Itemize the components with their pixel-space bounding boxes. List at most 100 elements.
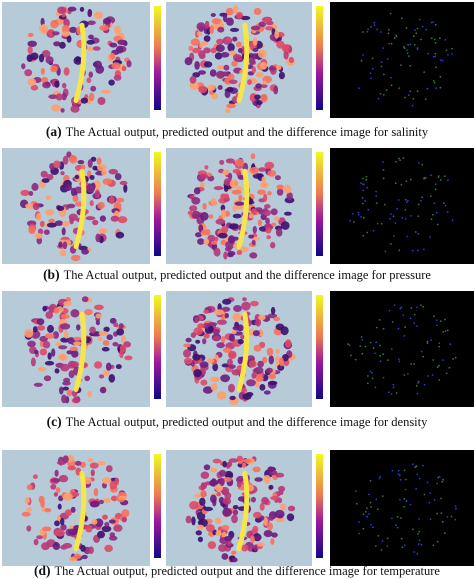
- heat-blob: [25, 203, 35, 209]
- heat-blob: [246, 379, 256, 387]
- heat-blob: [213, 186, 224, 191]
- heat-blob: [225, 107, 231, 114]
- difference-dot: [388, 391, 390, 394]
- difference-dot: [361, 197, 364, 199]
- heat-blob: [120, 335, 127, 344]
- heat-blob: [227, 253, 234, 258]
- difference-dot: [401, 217, 404, 219]
- heat-blob: [246, 355, 255, 362]
- heat-blob: [113, 524, 123, 532]
- heat-blob: [54, 368, 60, 374]
- difference-dot: [434, 55, 437, 58]
- heat-blob: [267, 522, 273, 531]
- colorbar: [154, 152, 161, 256]
- heat-blob: [115, 231, 125, 239]
- difference-dot: [391, 469, 394, 472]
- difference-dot: [359, 345, 362, 347]
- difference-dot: [401, 546, 404, 549]
- difference-dot: [351, 213, 354, 215]
- difference-dot: [393, 235, 395, 237]
- heat-blob: [101, 89, 111, 94]
- difference-dot: [421, 163, 424, 166]
- difference-dot: [358, 87, 360, 90]
- difference-dot: [435, 87, 438, 89]
- difference-dot: [391, 517, 393, 520]
- difference-dot: [432, 55, 435, 58]
- heat-blob: [232, 36, 238, 42]
- heat-blob: [72, 195, 79, 202]
- heat-blob: [218, 232, 228, 239]
- heat-blob: [60, 323, 71, 330]
- heat-blob: [61, 394, 67, 404]
- difference-dot: [440, 512, 443, 514]
- difference-dot: [357, 213, 360, 216]
- heat-blob: [51, 348, 56, 357]
- heat-blob: [242, 297, 247, 302]
- heat-blob: [253, 535, 262, 540]
- difference-dot: [415, 488, 417, 490]
- heat-blob: [92, 46, 101, 51]
- heat-blob: [248, 234, 255, 239]
- difference-dot: [417, 249, 419, 252]
- panel-label: (d): [34, 563, 51, 578]
- difference-dot: [414, 466, 417, 469]
- heat-blob: [97, 164, 107, 172]
- heat-blob: [41, 50, 51, 58]
- heat-blob: [106, 465, 113, 473]
- difference-dot: [439, 179, 442, 181]
- difference-dot: [442, 331, 445, 333]
- difference-dot: [431, 374, 434, 376]
- difference-dot: [445, 49, 448, 52]
- heat-blob: [104, 522, 110, 527]
- heat-blob: [95, 320, 100, 326]
- heat-blob: [37, 228, 44, 235]
- heat-blob: [203, 61, 213, 68]
- difference-dot: [380, 549, 383, 551]
- difference-dot: [362, 527, 365, 530]
- heat-blob: [202, 386, 213, 394]
- heat-blob: [212, 328, 220, 335]
- heat-blob: [224, 90, 231, 99]
- difference-dot: [382, 177, 385, 180]
- difference-dot: [433, 38, 436, 41]
- heat-blob: [222, 169, 230, 176]
- heat-blob: [221, 336, 226, 344]
- heat-blob: [278, 71, 285, 80]
- difference-dot: [425, 177, 427, 179]
- heat-blob: [42, 526, 52, 532]
- heat-blob: [27, 40, 37, 47]
- difference-dot: [436, 482, 439, 485]
- difference-dot: [398, 249, 401, 252]
- heat-blob: [89, 200, 94, 207]
- heat-blob: [276, 188, 284, 196]
- difference-dot: [382, 376, 385, 379]
- heat-blob: [27, 340, 36, 348]
- heat-blob: [258, 329, 264, 337]
- difference-dot: [354, 490, 357, 492]
- heat-blob: [226, 103, 236, 109]
- heat-blob: [251, 239, 256, 246]
- heat-blob: [240, 334, 245, 340]
- heat-blob: [236, 11, 243, 20]
- difference-dot: [423, 71, 426, 73]
- heat-blob: [33, 382, 43, 387]
- heat-blob: [58, 345, 68, 350]
- heat-blob: [96, 157, 102, 165]
- heat-blob: [95, 233, 101, 243]
- difference-dot: [414, 231, 417, 233]
- heat-blob: [61, 82, 67, 89]
- heat-blob: [24, 497, 30, 504]
- difference-dot: [409, 503, 412, 506]
- heat-blob: [211, 93, 218, 100]
- heat-blob: [255, 72, 264, 78]
- heat-blob: [59, 41, 66, 49]
- heat-blob: [80, 97, 89, 104]
- heat-blob: [114, 477, 120, 486]
- difference-dot: [364, 199, 366, 202]
- heat-blob: [275, 472, 285, 478]
- difference-dot: [397, 469, 400, 472]
- heat-blob: [232, 5, 239, 14]
- difference-dot: [418, 530, 421, 533]
- difference-dot: [398, 87, 401, 89]
- difference-dot: [362, 177, 364, 180]
